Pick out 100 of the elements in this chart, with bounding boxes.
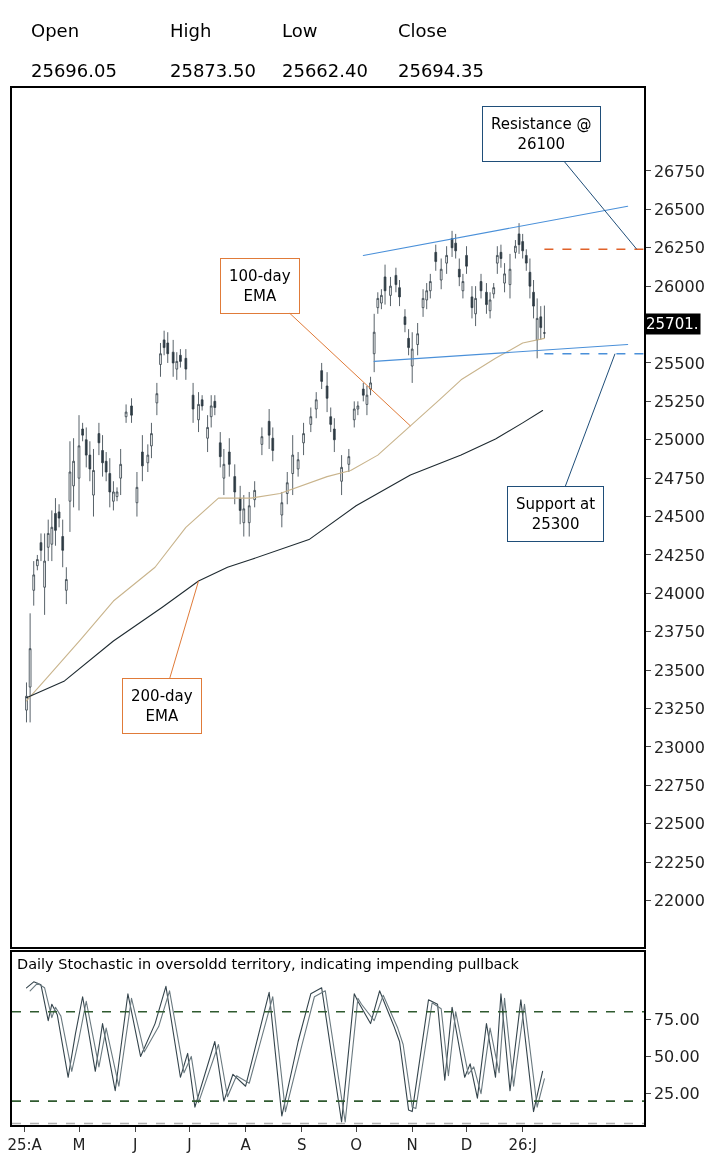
y-tick-label: 25000: [653, 430, 705, 450]
candlestick: [150, 422, 153, 459]
text: Close: [398, 20, 448, 41]
y-tick-label: 22750: [653, 775, 705, 795]
candlestick: [517, 222, 521, 255]
y-tick-label: 25.00: [653, 1084, 700, 1104]
candlestick: [465, 245, 468, 275]
candlestick: [43, 533, 46, 616]
x-tick-label: J: [186, 1135, 192, 1154]
y-tick-label: 22500: [653, 814, 705, 834]
candlestick: [347, 448, 351, 473]
candlestick: [416, 322, 419, 356]
y-tick-label: 25250: [653, 391, 705, 411]
x-tick-label: 25:A: [7, 1135, 43, 1154]
candlestick: [389, 276, 392, 307]
y-tick-label: 25500: [653, 353, 705, 373]
candlestick: [496, 245, 499, 275]
candlestick: [340, 454, 343, 496]
candlestick: [184, 348, 188, 381]
candlestick: [376, 291, 380, 315]
y-tick-label: 23000: [653, 737, 705, 757]
candlestick: [333, 417, 336, 453]
candlestick: [135, 471, 139, 517]
text: 25662.40: [282, 60, 368, 81]
candlestick: [314, 391, 318, 419]
y-tick-label: 75.00: [653, 1009, 700, 1029]
candlestick: [503, 262, 506, 293]
candlestick: [296, 451, 300, 478]
x-tick-label: O: [350, 1135, 362, 1154]
y-tick-label: 26500: [653, 199, 705, 219]
y-tick-label: 26000: [653, 276, 705, 296]
candlestick: [146, 443, 150, 473]
y-tick-label: 26250: [653, 238, 705, 258]
candlestick: [329, 407, 332, 433]
candlestick: [130, 397, 133, 424]
x-tick-label: D: [460, 1135, 473, 1154]
y-tick-label: 22250: [653, 852, 705, 872]
candlestick: [228, 437, 231, 478]
candlestick: [155, 382, 159, 416]
candlestick: [61, 519, 64, 568]
candlestick: [302, 422, 305, 456]
candlestick: [407, 328, 410, 356]
candlestick: [233, 463, 237, 505]
candlestick: [508, 253, 512, 299]
candlestick: [434, 244, 438, 272]
text: Low: [282, 20, 318, 41]
candlestick: [474, 285, 477, 327]
candlestick: [206, 414, 209, 453]
annotation: Resistance @ 26100: [491, 115, 592, 153]
y-tick-label: 22000: [653, 891, 705, 911]
chart-title: Daily Stochastic in oversoldd territory, indicating impending pullback: [17, 956, 520, 972]
candlestick: [535, 298, 539, 359]
annotation: 100-day EMA: [229, 267, 291, 305]
candlestick: [543, 305, 546, 339]
x-tick-label: M: [72, 1135, 86, 1154]
candlestick: [77, 414, 81, 511]
candlestick: [260, 427, 264, 456]
candlestick: [445, 245, 448, 275]
candlestick: [450, 230, 454, 258]
candlestick: [141, 434, 144, 482]
candlestick: [32, 560, 36, 607]
text: 25701.: [646, 315, 699, 333]
candlestick: [280, 491, 284, 528]
candlestick: [454, 233, 457, 259]
x-tick-label: S: [296, 1135, 307, 1154]
candlestick: [191, 382, 195, 424]
y-tick-label: 26750: [653, 161, 705, 181]
candlestick: [209, 394, 213, 428]
y-tick-label: 50.00: [653, 1047, 700, 1067]
x-tick-label: 26:J: [508, 1135, 537, 1154]
candlestick: [320, 362, 323, 390]
y-tick-label: 24750: [653, 468, 705, 488]
annotation: Support at 25300: [516, 495, 596, 533]
candlestick: [124, 404, 128, 424]
text: Open: [31, 20, 80, 41]
x-tick-label: J: [131, 1135, 138, 1154]
candlestick: [383, 264, 387, 305]
candlestick: [285, 471, 289, 505]
candlestick: [68, 440, 72, 533]
text: 25696.05: [31, 60, 117, 81]
candlestick: [439, 258, 443, 290]
candlestick: [166, 331, 170, 364]
candlestick: [247, 491, 251, 537]
y-tick-label: 24500: [653, 507, 705, 527]
annotation: 200-day EMA: [131, 687, 193, 725]
candlestick: [309, 407, 313, 433]
x-tick-label: N: [406, 1135, 418, 1154]
x-tick-label: A: [240, 1135, 252, 1154]
candlestick: [253, 480, 256, 508]
text: 25873.50: [170, 60, 256, 81]
candlestick: [28, 612, 32, 723]
y-tick-label: 24250: [653, 545, 705, 565]
candlestick: [197, 391, 200, 433]
y-tick-label: 23250: [653, 699, 705, 719]
y-tick-label: 24000: [653, 583, 705, 603]
candlestick: [171, 339, 175, 378]
y-tick-label: 23750: [653, 622, 705, 642]
candlestick: [410, 331, 414, 384]
y-tick-label: 23500: [653, 660, 705, 680]
text: 25694.35: [398, 60, 484, 81]
